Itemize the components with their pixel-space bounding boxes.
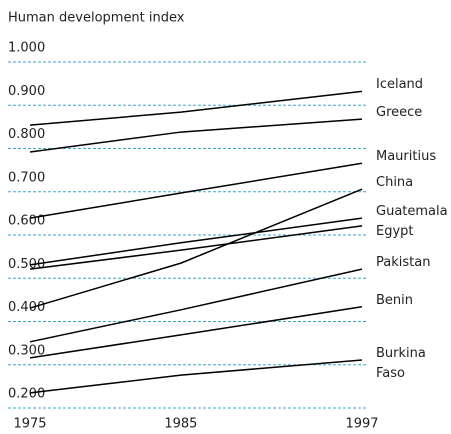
series-label: Mauritius (376, 149, 437, 165)
y-tick-label: 0.400 (8, 300, 45, 315)
series-label: Iceland (376, 77, 424, 93)
y-tick-label: 0.800 (8, 127, 45, 142)
series-label: Egypt (376, 224, 414, 240)
series-label: China (376, 175, 414, 191)
series-line (29, 188, 363, 309)
y-tick-label: 0.300 (8, 343, 45, 358)
series-line (29, 359, 363, 394)
series-label: Burkina Faso (376, 345, 426, 381)
series-line (29, 268, 363, 343)
x-tick-label: 1997 (345, 417, 378, 432)
y-tick-label: 0.200 (8, 387, 45, 402)
y-tick-label: 0.700 (8, 170, 45, 185)
series-line (29, 306, 363, 359)
series-line (29, 90, 363, 126)
y-tick-label: 0.500 (8, 257, 45, 272)
series-line (29, 118, 363, 153)
series-line (29, 162, 363, 219)
y-axis-label: Human development index (8, 11, 185, 26)
series-label: Benin (376, 292, 414, 308)
x-tick-label: 1985 (164, 417, 197, 432)
y-tick-label: 1.000 (8, 41, 45, 56)
y-tick-label: 0.600 (8, 214, 45, 229)
series-label: Greece (376, 105, 423, 121)
series-label: Pakistan (376, 255, 431, 271)
series-line (29, 217, 363, 266)
series-label: Guatemala (376, 204, 448, 220)
series-line (29, 225, 363, 270)
y-tick-label: 0.900 (8, 84, 45, 99)
x-tick-label: 1975 (13, 417, 46, 432)
